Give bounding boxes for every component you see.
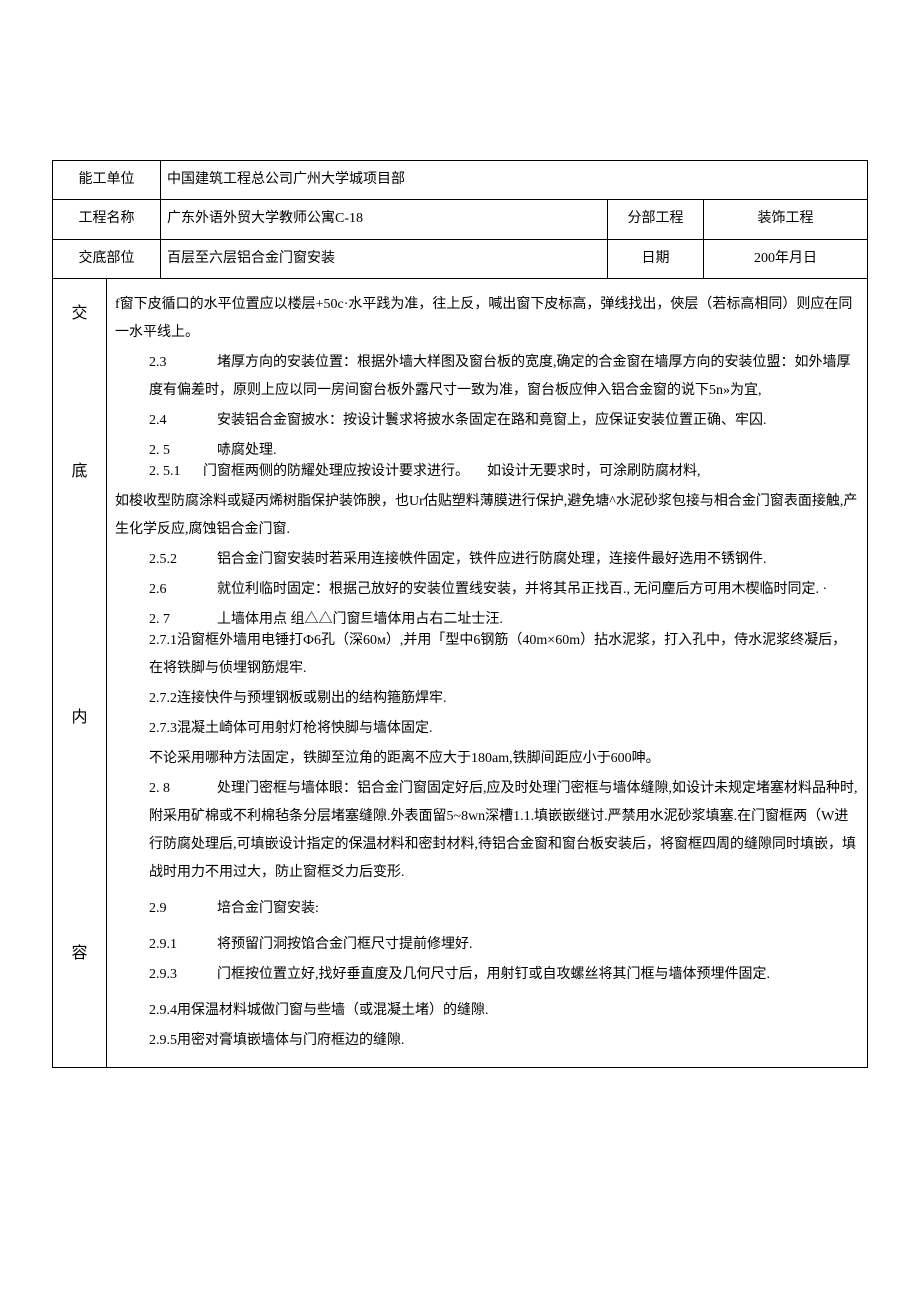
p294-num: 2.9.4 [149, 1003, 177, 1018]
p27x: 不论采用哪种方法固定，铁脚至泣角的距离不应大于180am,铁脚间距应小于600呻… [115, 745, 859, 773]
p23-text: 堵厚方向的安装位置：根据外墙大样图及窗台板的宽度,确定的合金窗在墙厚方向的安装位… [149, 355, 851, 398]
p272: 2.7.2连接快件与预埋钢板或剔出的结构箍筋焊牢. [115, 685, 859, 713]
p293-text: 门框按位置立好,找好垂直度及几何尺寸后，用射钉或自攻螺丝将其门框与墙体预埋件固定… [217, 967, 770, 982]
p28-text: 处理门密框与墙体眼：铝合金门窗固定好后,应及时处理门密框与墙体缝隙,如设计未规定… [149, 781, 858, 880]
value-part: 百层至六层铝合金门窗安装 [161, 239, 608, 278]
header-row-unit: 能工单位 中国建筑工程总公司广州大学城项目部 [53, 161, 868, 200]
p251-num: 2. 5.1 [149, 458, 185, 486]
side-label-1: 交 [53, 279, 107, 349]
header-row-part: 交底部位 百层至六层铝合金门窗安装 日期 200年月日 [53, 239, 868, 278]
side-label-2: 底 [53, 349, 107, 595]
p24: 2.4 安装铝合金窗披水：按设计鬟求将披水条固定在路和竟窗上，应保证安装位置正确、… [115, 407, 859, 435]
p291: 2.9.1 将预留门洞按馅合金门框尺寸提前修埋好. [115, 931, 859, 959]
label-subproject: 分部工程 [607, 200, 703, 239]
p251b: 如设计无要求时，可涂刷防腐材料, [487, 464, 701, 479]
value-project: 广东外语外贸大学教师公寓C-18 [161, 200, 608, 239]
p28: 2. 8处理门密框与墙体眼：铝合金门窗固定好后,应及时处理门密框与墙体缝隙,如设… [115, 775, 859, 887]
p294: 2.9.4用保温材料城做门窗与些墙（或混凝土堵）的缝隙. [115, 997, 859, 1025]
p271: 2.7.1沿窗框外墙用电锤打Ф6孔（深60м）,并用「型中6钢筋（40m×60m… [115, 627, 859, 683]
p24-text: 安装铝合金窗披水：按设计鬟求将披水条固定在路和竟窗上，应保证安装位置正确、牢囚. [217, 413, 767, 428]
p273-text: 混凝土崎体可用射灯枪将怏脚与墙体固定. [177, 721, 433, 736]
p272-text: 连接快件与预埋钢板或剔出的结构箍筋焊牢. [177, 691, 447, 706]
label-date: 日期 [607, 239, 703, 278]
value-date: 200年月日 [703, 239, 867, 278]
p252-num: 2.5.2 [149, 546, 185, 574]
p251c: 如梭收型防腐涂料或疑丙烯树脂保护装饰腴，也Ur估贴塑料薄膜进行保护,避免塘^水泥… [115, 488, 859, 544]
p26-num: 2.6 [149, 576, 185, 604]
p273-num: 2.7.3 [149, 721, 177, 736]
side-label-3: 内 [53, 595, 107, 841]
p295: 2.9.5用密对膏填嵌墙体与门府框边的缝隙. [115, 1027, 859, 1055]
p251a: 门窗框两侧的防耀处理应按设计要求进行。 [203, 464, 469, 479]
p25-text: 哧腐处理. [217, 443, 277, 458]
p252-text: 铝合金门窗安装时若采用连接帙件固定，铁件应进行防腐处理，连接件最好选用不锈钢件. [217, 552, 767, 567]
body-row-1: 交 f窗下皮循口的水平位置应以楼层+50c·水平践为准，往上反，喊出窗下皮标高，… [53, 279, 868, 349]
main-table: 能工单位 中国建筑工程总公司广州大学城项目部 工程名称 广东外语外贸大学教师公寓… [52, 160, 868, 1068]
p26: 2.6 就位利临时固定：根据己放好的安装位置线安装，并将其吊正找百., 无问麈后方… [115, 576, 859, 604]
value-unit: 中国建筑工程总公司广州大学城项目部 [161, 161, 868, 200]
p295-text: 用密对膏填嵌墙体与门府框边的缝隙. [177, 1033, 405, 1048]
p0: f窗下皮循口的水平位置应以楼层+50c·水平践为准，往上反，喊出窗下皮标高，弹线… [115, 291, 859, 347]
p271-num: 2.7.1 [149, 633, 177, 648]
p23-num: 2.3 [149, 349, 185, 377]
p24-num: 2.4 [149, 407, 185, 435]
label-unit: 能工单位 [53, 161, 161, 200]
p293-num: 2.9.3 [149, 961, 185, 989]
p23: 2.3堵厚方向的安装位置：根据外墙大样图及窗台板的宽度,确定的合金窗在墙厚方向的… [115, 349, 859, 405]
p293: 2.9.3 门框按位置立好,找好垂直度及几何尺寸后，用射钉或自攻螺丝将其门框与墙体… [115, 961, 859, 989]
p251: 2. 5.1 门窗框两侧的防耀处理应按设计要求进行。 如设计无要求时，可涂刷防腐材料… [115, 458, 859, 486]
p295-num: 2.9.5 [149, 1033, 177, 1048]
p294-text: 用保温材料城做门窗与些墙（或混凝土堵）的缝隙. [177, 1003, 489, 1018]
value-subproject: 装饰工程 [703, 200, 867, 239]
label-part: 交底部位 [53, 239, 161, 278]
side-label-4: 容 [53, 841, 107, 1068]
p27-text: 丄墙体用点 组△△门窗트墙体用占右二址士汪. [217, 612, 503, 627]
content-cell: f窗下皮循口的水平位置应以楼层+50c·水平践为准，往上反，喊出窗下皮标高，弹线… [107, 279, 868, 1068]
p272-num: 2.7.2 [149, 691, 177, 706]
p291-num: 2.9.1 [149, 931, 185, 959]
label-project: 工程名称 [53, 200, 161, 239]
p29: 2.9 培合金门窗安装: [115, 895, 859, 923]
p29-text: 培合金门窗安装: [217, 901, 319, 916]
p28-num: 2. 8 [149, 775, 185, 803]
p252: 2.5.2 铝合金门窗安装时若采用连接帙件固定，铁件应进行防腐处理，连接件最好选用… [115, 546, 859, 574]
p29-num: 2.9 [149, 895, 185, 923]
p291-text: 将预留门洞按馅合金门框尺寸提前修埋好. [217, 937, 473, 952]
header-row-project: 工程名称 广东外语外贸大学教师公寓C-18 分部工程 装饰工程 [53, 200, 868, 239]
p26-text: 就位利临时固定：根据己放好的安装位置线安装，并将其吊正找百., 无问麈后方可用木… [217, 582, 827, 597]
p271-text: 沿窗框外墙用电锤打Ф6孔（深60м）,并用「型中6钢筋（40m×60m）拈水泥浆… [149, 633, 846, 676]
p273: 2.7.3混凝土崎体可用射灯枪将怏脚与墙体固定. [115, 715, 859, 743]
document-page: 能工单位 中国建筑工程总公司广州大学城项目部 工程名称 广东外语外贸大学教师公寓… [0, 0, 920, 1108]
